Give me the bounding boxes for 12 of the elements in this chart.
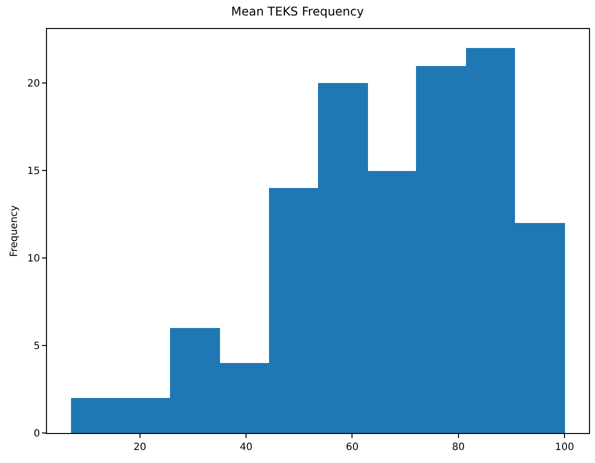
y-tick-label: 20: [27, 78, 40, 90]
x-tick-label: 60: [346, 442, 359, 453]
y-axis-title: Frequency: [9, 205, 20, 257]
y-tick-label: 5: [34, 341, 40, 352]
chart-title: Mean TEKS Frequency: [231, 4, 364, 18]
y-tick-label: 10: [27, 254, 40, 265]
y-tick-label: 15: [27, 166, 40, 178]
y-tick-label: 0: [34, 428, 40, 440]
x-tick-label: 20: [134, 442, 146, 453]
x-tick-label: 80: [452, 442, 465, 453]
x-tick-label: 100: [555, 442, 574, 453]
x-tick-label: 40: [240, 442, 252, 453]
